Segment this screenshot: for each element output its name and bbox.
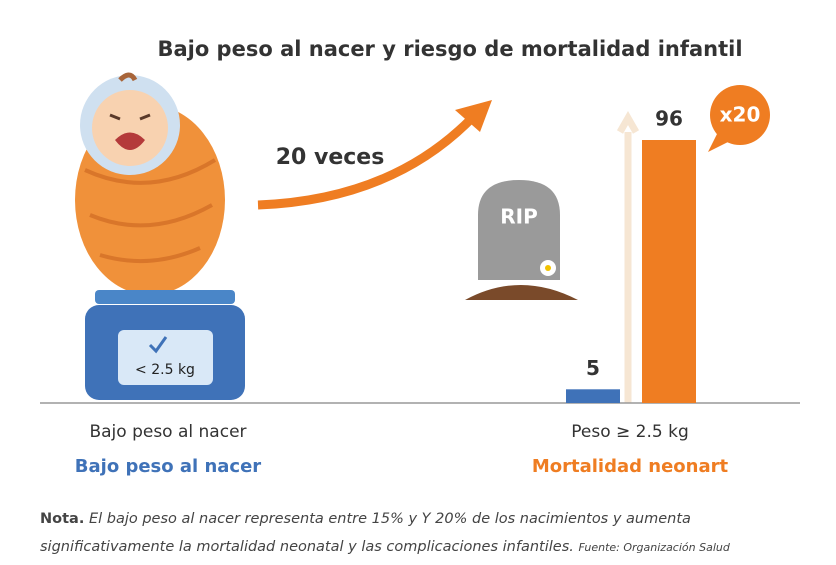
caption: Bajo peso al nacer <box>89 422 246 442</box>
scale-label: < 2.5 kg <box>135 362 195 378</box>
chart-title: Bajo peso al nacer y riesgo de mortalida… <box>157 37 742 61</box>
badge-text: x20 <box>720 103 761 127</box>
legend-label: Mortalidad neonart <box>532 456 729 477</box>
tombstone-illustration: RIP <box>465 180 578 300</box>
chart: Bajo peso al nacer y riesgo de mortalida… <box>0 0 836 500</box>
value-label: 96 <box>655 107 683 131</box>
legend-label: Bajo peso al nacer <box>75 456 262 477</box>
tombstone-text: RIP <box>500 205 538 229</box>
note: Nota. El bajo peso al nacer representa e… <box>40 505 820 562</box>
bar <box>642 140 696 403</box>
annotation: 20 veces <box>276 145 385 170</box>
baby-illustration <box>75 75 225 295</box>
scale-illustration: < 2.5 kg <box>85 290 245 400</box>
note-label: Nota. <box>40 511 84 527</box>
bar <box>566 389 620 403</box>
note-source: Fuente: Organización Salud <box>578 541 729 554</box>
value-label: 5 <box>586 356 600 380</box>
arrow-decoration <box>620 118 636 403</box>
page: Bajo peso al nacer y riesgo de mortalida… <box>0 0 836 565</box>
caption: Peso ≥ 2.5 kg <box>571 422 689 442</box>
